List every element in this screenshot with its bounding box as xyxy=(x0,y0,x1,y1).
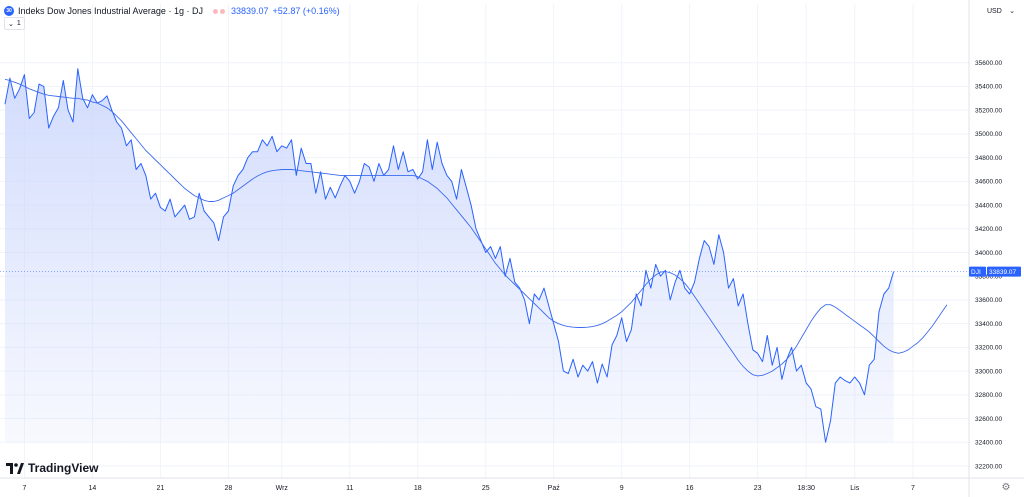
price-tag-name-bg xyxy=(969,266,986,277)
status-dot xyxy=(220,8,225,14)
tradingview-logo[interactable]: TradingView xyxy=(6,461,98,475)
price-tag-value: 33839.07 xyxy=(989,269,1016,276)
x-tick-label: 14 xyxy=(89,485,97,492)
y-tick-label: 34200.00 xyxy=(975,226,1002,233)
price-line xyxy=(4,68,895,443)
title-separator-2: · xyxy=(184,6,192,16)
x-tick-label: 16 xyxy=(686,485,694,492)
y-tick-label: 34600.00 xyxy=(975,179,1002,186)
change-value: +52.87 (+0.16%) xyxy=(272,6,340,16)
currency-label: USD xyxy=(987,7,1002,15)
y-tick-label: 32200.00 xyxy=(975,463,1002,470)
y-tick-label: 35600.00 xyxy=(975,60,1002,67)
y-tick-label: 32800.00 xyxy=(975,392,1002,399)
y-tick-label: 35200.00 xyxy=(975,107,1002,114)
x-tick-label: 28 xyxy=(224,485,232,492)
last-value: 33839.07 xyxy=(231,6,269,16)
y-tick-label: 34400.00 xyxy=(975,202,1002,209)
x-tick-label: 11 xyxy=(346,485,353,492)
symbol-logo-text: 30 xyxy=(6,8,12,14)
y-tick-label: 32600.00 xyxy=(975,416,1002,423)
y-tick-label: 34800.00 xyxy=(975,155,1002,162)
x-tick-label: 18 xyxy=(414,485,422,492)
price-axis[interactable]: 32200.00 32400.00 32600.00 32800.00 33000.00… xyxy=(975,60,1002,470)
price-tag-value-bg xyxy=(987,266,1021,277)
last-price-tag: DJI 33839.07 xyxy=(969,266,1021,277)
x-tick-label: Paź xyxy=(548,485,561,492)
x-tick-label: 21 xyxy=(156,485,164,492)
x-tick-label: 18:30 xyxy=(797,485,815,492)
brand-name: TradingView xyxy=(28,461,99,475)
sep-1: · xyxy=(168,6,172,16)
x-tick-label: Wrz xyxy=(276,485,289,492)
market-status-dots[interactable] xyxy=(213,8,225,14)
y-tick-label: 33000.00 xyxy=(975,368,1002,375)
x-tick-label: 25 xyxy=(482,485,490,492)
sep-2: · xyxy=(186,6,190,16)
indicator-count: 1 xyxy=(16,20,21,27)
y-tick-label: 32400.00 xyxy=(975,440,1002,447)
title-separator: · xyxy=(166,6,174,16)
x-tick-label: 7 xyxy=(911,485,915,492)
tradingview-logo-icon xyxy=(6,462,24,474)
symbol-title[interactable]: Indeks Dow Jones Industrial Average xyxy=(18,6,166,16)
x-tick-label: 7 xyxy=(22,485,26,492)
y-tick-label: 34000.00 xyxy=(975,250,1002,257)
symbol-logo[interactable]: 30 xyxy=(4,6,14,16)
y-tick-label: 33800.00 xyxy=(975,274,1002,281)
y-tick-label: 33600.00 xyxy=(975,297,1002,304)
exchange-label: DJ xyxy=(192,6,203,16)
chevron-down-icon: ⌄ xyxy=(8,20,14,28)
chevron-down-icon: ⌄ xyxy=(1009,8,1015,15)
y-tick-label: 33400.00 xyxy=(975,321,1002,328)
price-area-fill xyxy=(5,68,894,443)
moving-average-line xyxy=(4,78,948,377)
currency-selector[interactable]: USD ⌄ xyxy=(984,4,1018,18)
indicators-toggle[interactable]: ⌄ 1 xyxy=(4,17,25,30)
status-dot xyxy=(213,8,218,14)
x-tick-label: 9 xyxy=(620,485,624,492)
gear-icon[interactable]: ⚙ xyxy=(1001,481,1011,493)
price-tag-name: DJI xyxy=(971,269,981,276)
x-tick-label: 23 xyxy=(754,485,762,492)
chart-header: 30 Indeks Dow Jones Industrial Average ·… xyxy=(4,4,340,18)
time-axis[interactable]: 7 14 21 28 Wrz 11 18 25 Paź 9 16 23 18:30 Lis 7 xyxy=(22,485,915,492)
y-tick-label: 35400.00 xyxy=(975,84,1002,91)
y-tick-label: 35000.00 xyxy=(975,131,1002,138)
series-lines xyxy=(4,68,948,443)
x-tick-label: Lis xyxy=(850,485,859,492)
interval-label[interactable]: 1g xyxy=(173,6,184,16)
y-tick-label: 33200.00 xyxy=(975,345,1002,352)
